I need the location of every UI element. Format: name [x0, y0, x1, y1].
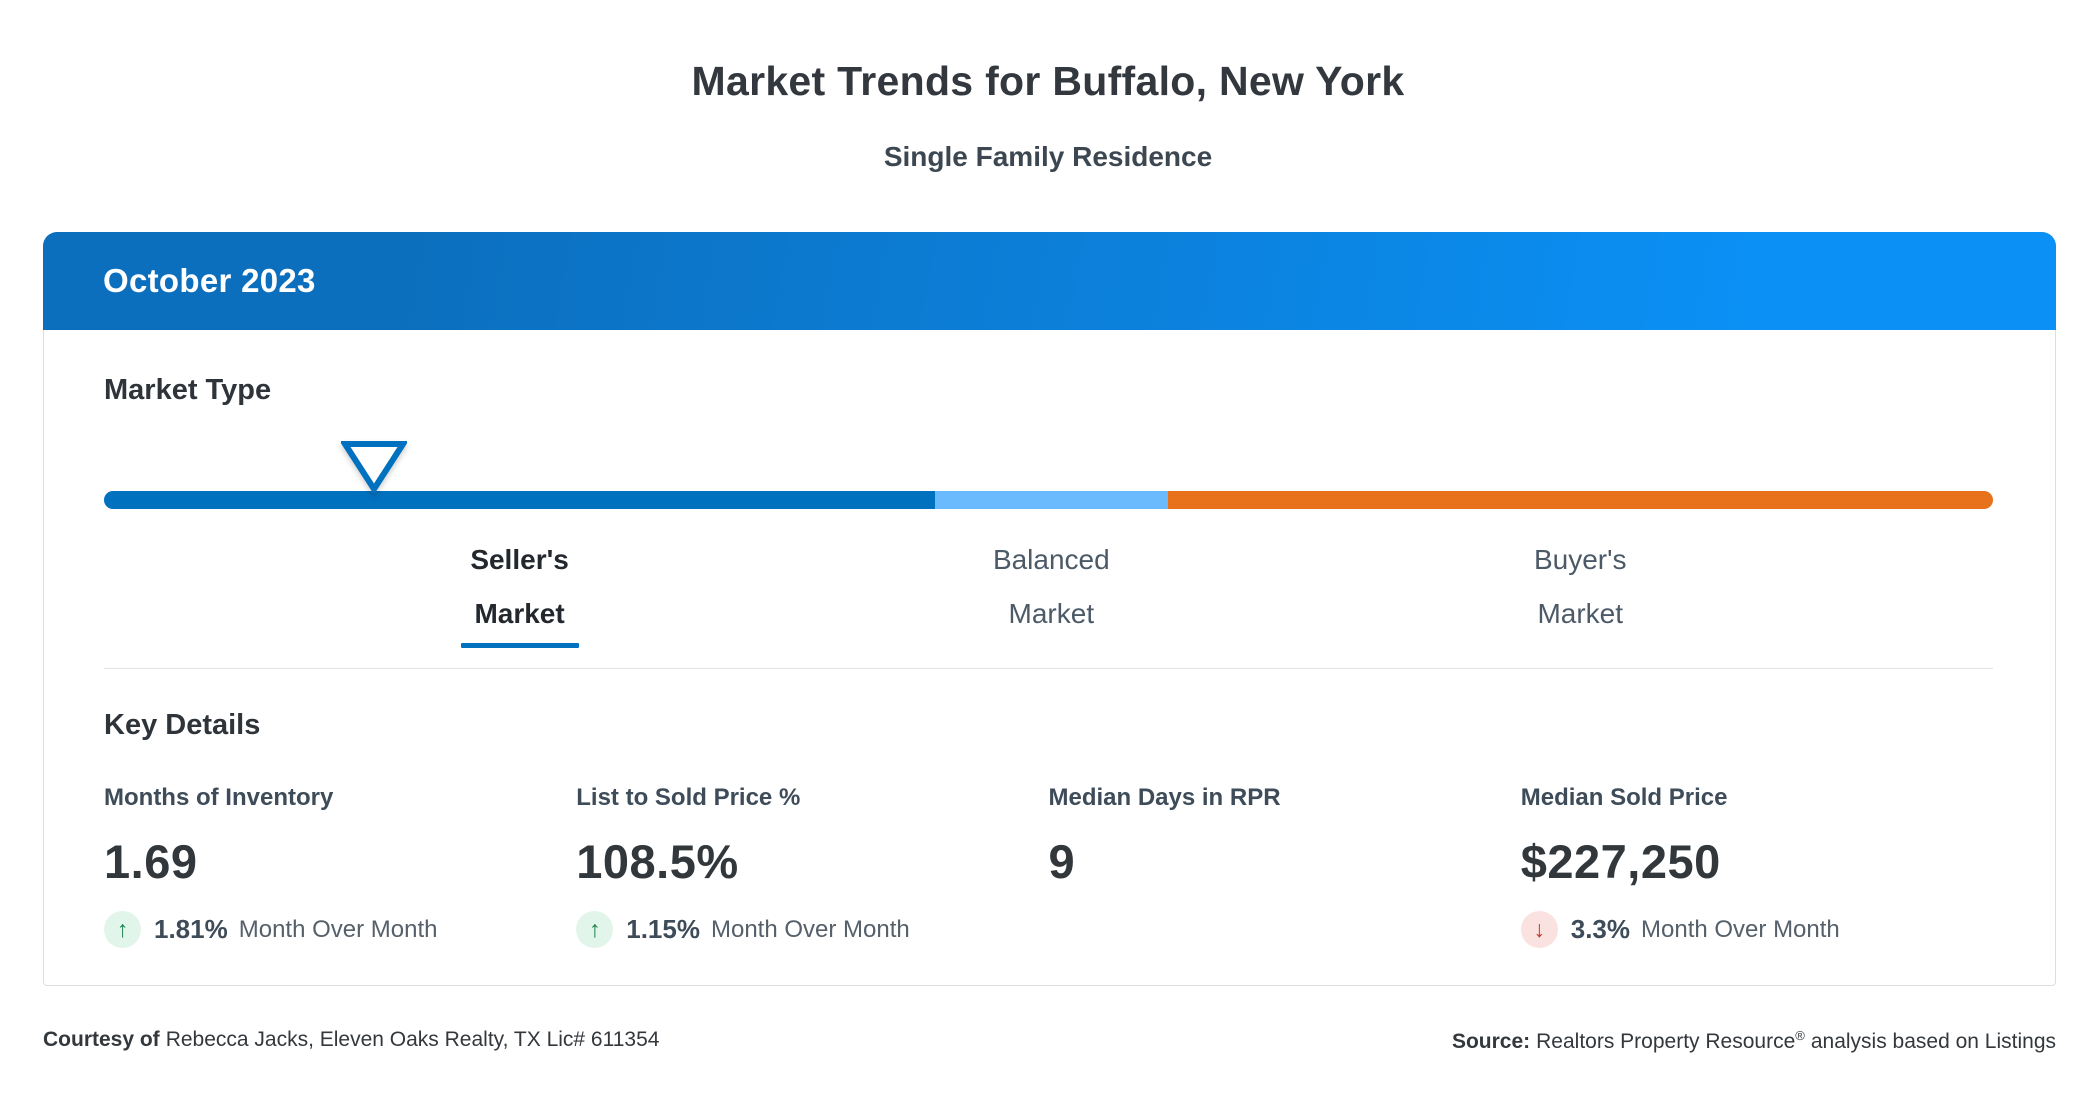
- label-line: Balanced: [992, 544, 1110, 575]
- down-arrow-icon: ↓: [1520, 911, 1558, 948]
- month-over-month-row: ↓ 3.3% Month Over Month: [1520, 911, 1993, 948]
- change-period-label: Month Over Month: [1641, 915, 1840, 943]
- gauge-bar: [104, 491, 1993, 509]
- sellers-market-segment: [104, 491, 936, 509]
- metric-value: $227,250: [1520, 835, 1721, 888]
- courtesy-label: Courtesy of: [43, 1028, 160, 1051]
- label-line: Seller's: [470, 544, 569, 575]
- market-trends-card: October 2023 Market Type Seller's Market: [43, 232, 2056, 986]
- card-header: October 2023: [43, 232, 2056, 330]
- label-line: Buyer's: [1533, 544, 1627, 575]
- month-over-month-row: ↑ 1.81% Month Over Month: [104, 911, 576, 948]
- active-market-underline: [460, 643, 579, 648]
- metric-label: Median Sold Price: [1520, 784, 1728, 811]
- key-details-metrics: Months of Inventory 1.69 ↑ 1.81% Month O…: [104, 784, 1993, 948]
- metric-label: Median Days in RPR: [1048, 784, 1281, 811]
- courtesy-text: Courtesy of Rebecca Jacks, Eleven Oaks Re…: [43, 1028, 659, 1054]
- source-label: Source:: [1451, 1030, 1531, 1053]
- gauge-marker-icon: [339, 441, 409, 495]
- market-type-heading: Market Type: [104, 374, 272, 406]
- label-line: Market: [1537, 598, 1624, 629]
- metric-median-sold-price: Median Sold Price $227,250 ↓ 3.3% Month …: [1520, 784, 1993, 948]
- metric-months-of-inventory: Months of Inventory 1.69 ↑ 1.81% Month O…: [104, 784, 576, 948]
- label-line: Market: [474, 598, 565, 629]
- market-type-gauge: [104, 441, 1993, 509]
- label-buyers-market: Buyer's Market: [1168, 533, 1993, 648]
- change-percent: 3.3%: [1570, 914, 1631, 944]
- change-percent: 1.81%: [154, 914, 228, 944]
- up-arrow-icon: ↑: [104, 911, 141, 948]
- metric-value: 1.69: [104, 835, 198, 888]
- month-over-month-row: ↑ 1.15% Month Over Month: [576, 911, 1048, 948]
- metric-label: List to Sold Price %: [576, 784, 801, 811]
- period-label: October 2023: [103, 262, 316, 299]
- change-period-label: Month Over Month: [238, 915, 438, 943]
- label-sellers-market: Seller's Market: [104, 533, 935, 648]
- buyers-market-segment: [1167, 491, 1993, 509]
- section-divider: [104, 668, 1993, 669]
- source-text: Source: Realtors Property Resource® analys…: [1452, 1028, 2056, 1054]
- page-subtitle: Single Family Residence: [883, 141, 1213, 172]
- metric-list-to-sold-price: List to Sold Price % 108.5% ↑ 1.15% Mont…: [576, 784, 1048, 948]
- metric-value: 108.5%: [576, 835, 739, 888]
- source-rest: analysis based on Listings: [1810, 1030, 2056, 1053]
- metric-label: Months of Inventory: [104, 784, 334, 811]
- market-type-labels: Seller's Market Balanced Market Buyer's …: [104, 533, 1993, 648]
- footer: Courtesy of Rebecca Jacks, Eleven Oaks Re…: [43, 1028, 2056, 1054]
- source-name: Realtors Property Resource: [1536, 1030, 1796, 1053]
- change-period-label: Month Over Month: [710, 915, 910, 943]
- change-percent: 1.15%: [626, 914, 700, 944]
- key-details-heading: Key Details: [104, 709, 261, 741]
- page-title: Market Trends for Buffalo, New York: [691, 58, 1405, 104]
- balanced-market-segment: [935, 491, 1168, 509]
- registered-mark: ®: [1795, 1028, 1805, 1043]
- label-line: Market: [1008, 598, 1095, 629]
- card-body: Market Type Seller's Market Balanced: [43, 330, 2056, 986]
- metric-median-days-in-rpr: Median Days in RPR 9: [1049, 784, 1521, 948]
- label-balanced-market: Balanced Market: [935, 533, 1167, 648]
- courtesy-value: Rebecca Jacks, Eleven Oaks Realty, TX Li…: [165, 1028, 660, 1051]
- metric-value: 9: [1048, 835, 1076, 888]
- up-arrow-icon: ↑: [576, 911, 614, 948]
